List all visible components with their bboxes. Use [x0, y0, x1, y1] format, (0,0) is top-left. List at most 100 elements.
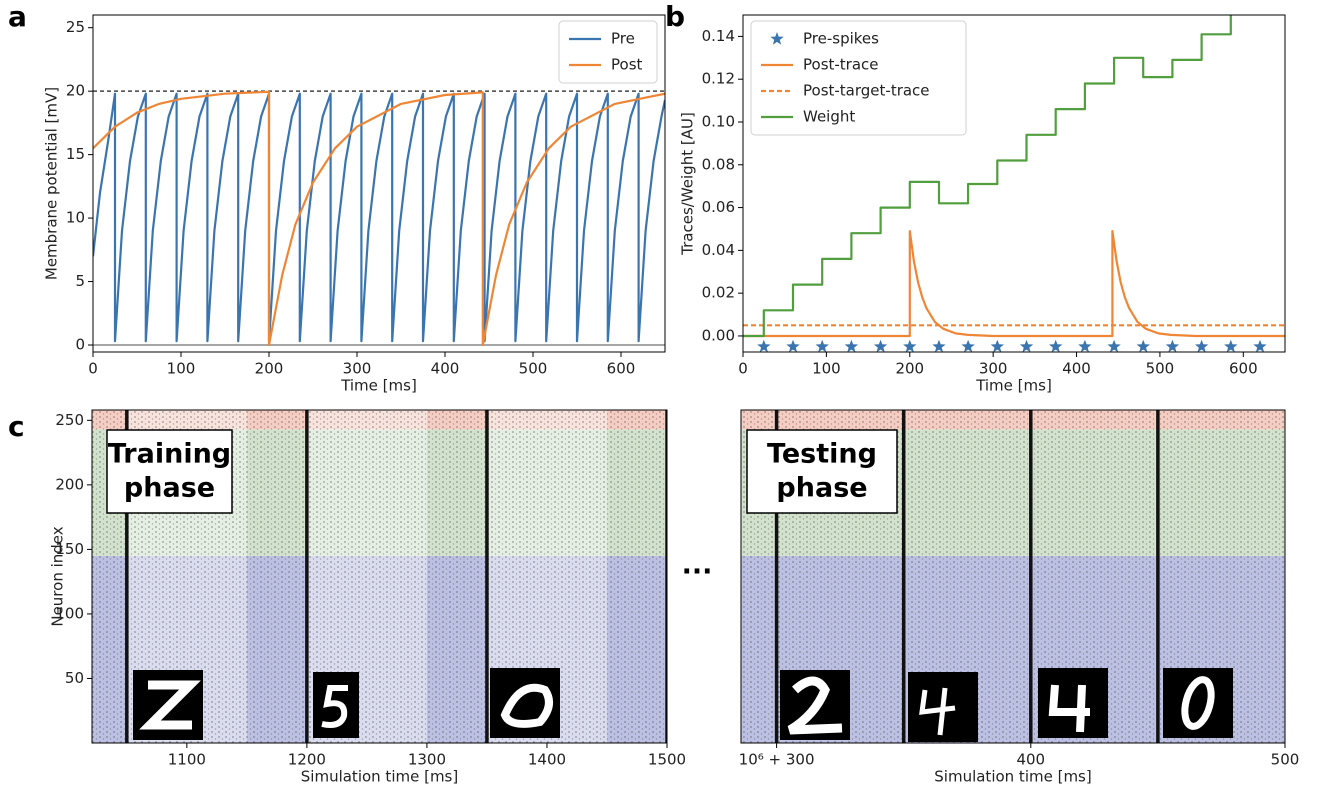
annotation-box	[746, 429, 898, 514]
y-tick-label: 5	[75, 272, 85, 290]
marker	[1165, 339, 1180, 352]
marker	[990, 339, 1004, 352]
break-mark: ...	[682, 550, 713, 581]
annotation: phase	[124, 473, 215, 504]
y-tick-label: 150	[55, 540, 84, 558]
annotation: Training	[108, 439, 231, 470]
x-tick-label: 400	[431, 360, 460, 378]
marker	[1078, 339, 1092, 352]
annotation: Testing	[767, 439, 877, 470]
annotation: phase	[776, 473, 867, 504]
digit-image	[1038, 668, 1108, 738]
x-tick-label: 200	[255, 360, 284, 378]
marker	[873, 339, 888, 352]
x-tick-label: 100	[812, 360, 841, 378]
legend-label: Post-trace	[803, 56, 879, 74]
y-tick-label: 200	[55, 475, 84, 493]
x-tick-label: 0	[738, 360, 748, 378]
marker	[1253, 339, 1267, 352]
legend-box	[558, 20, 658, 84]
panel-label: a	[8, 0, 27, 33]
y-tick-label: 50	[65, 669, 84, 687]
y-tick-label: 25	[66, 18, 85, 36]
marker	[961, 339, 975, 352]
y-axis-title: Membrane potential [mV]	[43, 87, 61, 280]
plot-frame	[92, 14, 666, 353]
y-tick-label: 0.14	[702, 27, 735, 45]
legend-label: Post-target-trace	[803, 82, 930, 100]
series-line	[743, 15, 1232, 338]
plot-area	[743, 15, 1285, 352]
x-tick-label: 300	[979, 360, 1008, 378]
x-tick-label: 600	[1229, 360, 1258, 378]
marker	[1195, 339, 1209, 352]
digit-image	[908, 672, 978, 742]
digit-image	[313, 672, 359, 738]
legend-label: Weight	[803, 108, 855, 126]
y-tick-label: 0.04	[702, 241, 735, 259]
x-tick-label: 500	[1271, 751, 1300, 769]
y-tick-label: 0.02	[702, 284, 735, 302]
legend-label: Post	[611, 56, 643, 74]
y-tick-label: 10	[66, 209, 85, 227]
marker	[815, 339, 829, 352]
x-tick-label: 1200	[288, 751, 326, 769]
x-tick-label: 200	[895, 360, 924, 378]
series-line	[743, 230, 1285, 338]
legend-label: Pre-spikes	[803, 30, 879, 48]
y-tick-label: 250	[55, 411, 84, 429]
plot-frame	[740, 409, 1286, 744]
marker	[932, 339, 946, 352]
y-tick-label: 0	[75, 336, 85, 354]
marker	[757, 339, 771, 352]
thumbnails	[133, 668, 1233, 742]
series-line	[93, 90, 665, 347]
annotation-box	[106, 429, 233, 514]
x-tick-label: 600	[607, 360, 636, 378]
plot-frame	[91, 409, 668, 744]
y-tick-label: 20	[66, 82, 85, 100]
y-axis-title: Neuron index	[49, 526, 67, 626]
y-tick-label: 0.12	[702, 70, 735, 88]
y-tick-label: 0.00	[702, 326, 735, 344]
legend-label: Pre	[611, 30, 635, 48]
x-tick-label: 400	[1016, 751, 1045, 769]
marker	[1019, 339, 1034, 352]
digit-image	[1163, 668, 1233, 738]
y-tick-label: 100	[55, 604, 84, 622]
x-tick-label: 300	[343, 360, 372, 378]
y-tick-label: 0.08	[702, 155, 735, 173]
legend-marker	[770, 32, 784, 45]
marker	[844, 339, 859, 352]
digit-image	[133, 670, 203, 740]
x-tick-label: 500	[1146, 360, 1175, 378]
marker	[1136, 339, 1150, 352]
digit-image	[490, 668, 560, 738]
x-tick-label: 1400	[528, 751, 566, 769]
x-axis-title: Time [ms]	[975, 377, 1052, 395]
x-tick-label: 1500	[648, 751, 686, 769]
plot-frame	[742, 14, 1286, 353]
x-tick-label: 1100	[168, 751, 206, 769]
x-tick-label: 0	[88, 360, 98, 378]
y-tick-label: 15	[66, 145, 85, 163]
y-axis-title: Traces/Weight [AU]	[679, 112, 697, 256]
x-axis-title: Simulation time [ms]	[301, 768, 458, 786]
legend-box	[750, 20, 967, 136]
marker	[903, 339, 917, 352]
x-tick-label: 400	[1062, 360, 1091, 378]
panel-label: b	[665, 0, 685, 33]
x-tick-label: 500	[519, 360, 548, 378]
panel-label: c	[8, 410, 25, 443]
marker	[1107, 339, 1121, 352]
y-tick-label: 0.06	[702, 198, 735, 216]
x-tick-label: 100	[167, 360, 196, 378]
x-tick-label: 1300	[408, 751, 446, 769]
marker	[1224, 339, 1238, 352]
x-axis-title: Simulation time [ms]	[934, 768, 1091, 786]
marker	[786, 339, 800, 352]
x-tick-label: 10⁶ + 300	[739, 751, 815, 769]
